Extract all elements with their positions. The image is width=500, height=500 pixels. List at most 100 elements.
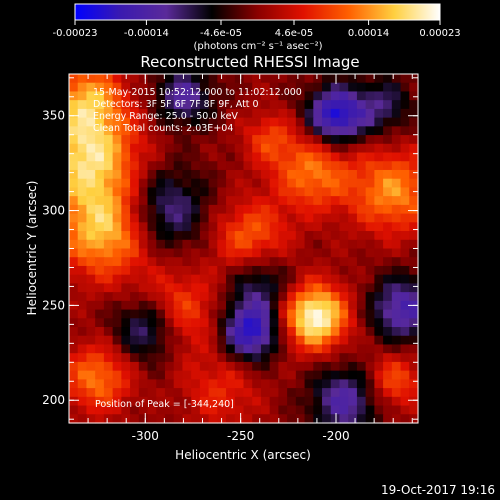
heatmap-cell — [287, 327, 297, 337]
heatmap-cell — [69, 117, 79, 127]
heatmap-cell — [287, 344, 297, 354]
heatmap-cell — [348, 204, 358, 215]
heatmap-cell — [138, 213, 149, 223]
heatmap-cell — [348, 100, 358, 110]
heatmap-cell — [226, 108, 236, 119]
heatmap-cell — [217, 204, 227, 215]
heatmap-cell — [95, 91, 105, 101]
heatmap-cell — [173, 379, 184, 389]
heatmap-cell — [103, 74, 114, 84]
heatmap-cell — [234, 257, 245, 267]
heatmap-cell — [322, 231, 332, 241]
heatmap-cell — [130, 405, 140, 415]
heatmap-cell — [147, 274, 157, 284]
heatmap-cell — [130, 327, 140, 337]
heatmap-cell — [130, 274, 140, 284]
heatmap-cell — [199, 239, 210, 250]
heatmap-cell — [121, 231, 131, 241]
heatmap-cell — [269, 143, 279, 154]
heatmap-cell — [304, 309, 314, 319]
heatmap-cell — [278, 178, 288, 189]
heatmap-cell — [400, 196, 410, 206]
heatmap-cell — [295, 327, 306, 337]
heatmap-cell — [208, 161, 218, 171]
heatmap-cell — [103, 388, 114, 398]
heatmap-cell — [217, 257, 227, 267]
heatmap-cell — [86, 222, 96, 232]
heatmap-cell — [226, 405, 236, 415]
heatmap-cell — [243, 143, 253, 154]
heatmap-cell — [278, 135, 288, 145]
heatmap-cell — [130, 239, 140, 250]
heatmap-cell — [356, 318, 367, 328]
heatmap-cell — [243, 292, 253, 302]
heatmap-cell — [226, 344, 236, 354]
heatmap-cell — [191, 117, 201, 127]
heatmap-cell — [304, 300, 314, 311]
heatmap-cell — [147, 100, 157, 110]
heatmap-cell — [322, 327, 332, 337]
heatmap-cell — [383, 196, 393, 206]
heatmap-cell — [138, 257, 149, 267]
heatmap-cell — [260, 353, 271, 363]
heatmap-cell — [269, 335, 279, 346]
heatmap-cell — [130, 178, 140, 189]
heatmap-cell — [217, 117, 227, 127]
heatmap-cell — [348, 388, 358, 398]
heatmap-cell — [383, 414, 393, 424]
heatmap-cell — [226, 169, 236, 180]
heatmap-cell — [234, 161, 245, 171]
heatmap-cell — [339, 353, 349, 363]
heatmap-cell — [77, 353, 88, 363]
heatmap-cell — [313, 414, 323, 424]
heatmap-cell — [95, 74, 105, 84]
heatmap-cell — [374, 257, 384, 267]
heatmap-cell — [191, 91, 201, 101]
heatmap-cell — [69, 143, 79, 154]
heatmap-cell — [348, 353, 358, 363]
heatmap-cell — [295, 231, 306, 241]
heatmap-cell — [217, 196, 227, 206]
heatmap-cell — [234, 178, 245, 189]
heatmap-cell — [391, 161, 402, 171]
heatmap-cell — [252, 74, 262, 84]
heatmap-cell — [130, 74, 140, 84]
heatmap-cell — [112, 300, 122, 311]
heatmap-cell — [330, 405, 341, 415]
heatmap-cell — [278, 213, 288, 223]
heatmap-cell — [156, 361, 166, 372]
heatmap-cell — [365, 283, 375, 293]
heatmap-cell — [208, 265, 218, 276]
heatmap-cell — [130, 396, 140, 407]
heatmap-cell — [269, 108, 279, 119]
heatmap-cell — [252, 344, 262, 354]
heatmap-cell — [86, 335, 96, 346]
heatmap-cell — [182, 370, 192, 380]
heatmap-cell — [278, 396, 288, 407]
heatmap-cell — [226, 239, 236, 250]
heatmap-cell — [199, 344, 210, 354]
heatmap-cell — [339, 231, 349, 241]
heatmap-cell — [217, 396, 227, 407]
heatmap-cell — [147, 283, 157, 293]
heatmap-cell — [217, 370, 227, 380]
heatmap-cell — [374, 396, 384, 407]
heatmap-cell — [164, 196, 175, 206]
heatmap-cell — [121, 300, 131, 311]
heatmap-cell — [269, 169, 279, 180]
heatmap-cell — [391, 379, 402, 389]
heatmap-cell — [287, 239, 297, 250]
heatmap-cell — [173, 74, 184, 84]
heatmap-cell — [356, 265, 367, 276]
heatmap-cell — [199, 265, 210, 276]
heatmap-cell — [191, 143, 201, 154]
heatmap-cell — [217, 143, 227, 154]
heatmap-cell — [199, 161, 210, 171]
heatmap-cell — [173, 135, 184, 145]
heatmap-cell — [86, 126, 96, 136]
heatmap-cell — [86, 292, 96, 302]
heatmap-cell — [156, 187, 166, 197]
heatmap-cell — [121, 405, 131, 415]
heatmap-cell — [330, 248, 341, 258]
heatmap-cell — [322, 283, 332, 293]
